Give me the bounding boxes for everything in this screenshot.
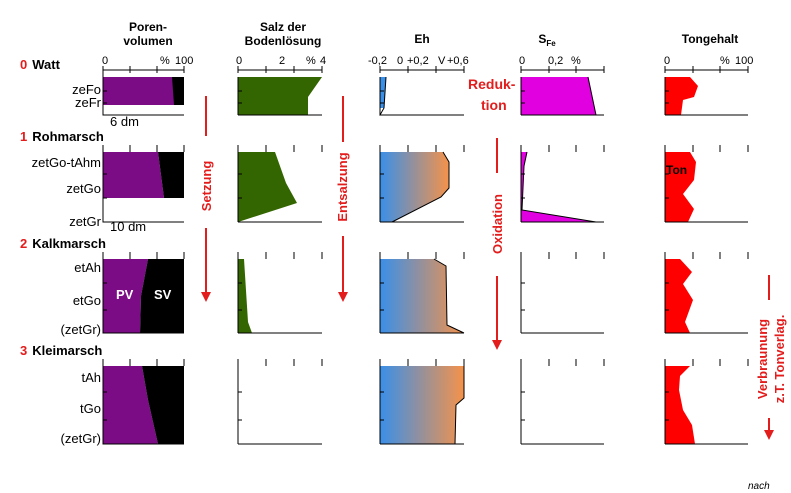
eh-tick-06: +0,6 — [447, 55, 469, 67]
horizon-etgo: etGo — [73, 293, 101, 308]
sfe-title: SFe — [538, 32, 556, 48]
poren-tick-100: 100 — [175, 55, 193, 67]
horizon-tah: tAh — [81, 370, 101, 385]
reduktion-label-line2: tion — [481, 97, 507, 113]
eh-title: Eh — [414, 32, 429, 46]
poren-tick-0: 0 — [102, 55, 108, 67]
horizon-tgo: tGo — [80, 401, 101, 416]
poren-tick-pct: % — [160, 55, 170, 67]
horizon-zetgr: zetGr — [69, 214, 101, 229]
entsalzung-label: Entsalzung — [335, 152, 350, 221]
salz-fill-0 — [238, 77, 322, 115]
verbraunung-arrowhead — [764, 430, 774, 440]
watt-depth: 6 dm — [110, 114, 139, 129]
poren-pv-label: PV — [116, 287, 134, 302]
eh-tick-v: V — [438, 55, 446, 67]
source-note: nach — [748, 481, 770, 492]
oxidation-arrowhead — [492, 340, 502, 350]
eh-line-1 — [391, 151, 450, 223]
poren-pv-fill-1 — [103, 152, 164, 198]
eh-tick-neg02: -0,2 — [368, 55, 387, 67]
entsalzung-arrowhead — [338, 292, 348, 302]
eh-tick-02: +0,2 — [407, 55, 429, 67]
ton-title: Tongehalt — [682, 32, 738, 46]
poren-sv-fill-2 — [140, 259, 184, 333]
sfe-tick-0: 0 — [519, 55, 525, 67]
ton-label: Ton — [666, 163, 687, 177]
stage-0-label: 0 Watt — [20, 57, 61, 72]
stage-1-label: 1 Rohmarsch — [20, 129, 104, 144]
eh-column — [379, 69, 465, 445]
sfe-column — [521, 69, 604, 223]
salz-tick-2: 2 — [279, 55, 285, 67]
eh-line-0 — [379, 76, 464, 116]
ton-fill-2 — [665, 259, 693, 333]
ton-fill-3 — [665, 366, 695, 444]
poren-pv-fill-2 — [103, 259, 148, 333]
salz-fill-2 — [238, 259, 252, 333]
sfe-fill-0 — [521, 77, 596, 115]
poren-sv-label: SV — [154, 287, 172, 302]
horizon-zetgr-3: (zetGr) — [61, 431, 101, 446]
eh-fill-2 — [380, 259, 464, 333]
poren-pv-fill-3 — [103, 366, 158, 444]
ton-fill-0 — [665, 77, 698, 115]
stage-2-label: 2 Kalkmarsch — [20, 236, 106, 251]
poren-title-line2: volumen — [123, 34, 172, 48]
ton-tick-0: 0 — [664, 55, 670, 67]
salz-title-line2: Bodenlösung — [245, 34, 322, 48]
salz-tick-pct: % — [306, 55, 316, 67]
poren-sv-fill-1 — [158, 152, 184, 198]
horizon-etah: etAh — [74, 260, 101, 275]
verbraunung-label-line1: Verbraunung — [755, 319, 770, 399]
reduktion-label-line1: Reduk- — [468, 76, 516, 92]
horizon-zetgo: zetGo — [66, 181, 101, 196]
sfe-fill-1 — [521, 152, 596, 222]
horizon-zefr: zeFr — [75, 95, 102, 110]
poren-pv-fill-0 — [103, 77, 184, 105]
horizon-zetgr-2: (zetGr) — [61, 322, 101, 337]
setzung-label: Setzung — [199, 161, 214, 212]
horizon-zefo: zeFo — [72, 82, 101, 97]
verbraunung-label-line2: z.T. Tonverlag. — [772, 315, 787, 404]
process-arrows: Setzung Entsalzung Reduk- tion Oxidation… — [199, 76, 787, 440]
sfe-tick-pct: % — [571, 55, 581, 67]
salz-column — [238, 69, 322, 333]
oxidation-label: Oxidation — [490, 194, 505, 254]
eh-fill-3 — [380, 366, 464, 444]
poren-title-line1: Poren- — [129, 20, 167, 34]
eh-line-2 — [433, 258, 465, 334]
poren-sv-fill-3 — [142, 366, 184, 444]
poren-sv-fill-0 — [172, 77, 184, 105]
salz-title-line1: Salz der — [260, 20, 306, 34]
setzung-arrowhead — [201, 292, 211, 302]
salz-tick-4: 4 — [320, 55, 326, 67]
rohmarsch-depth: 10 dm — [110, 219, 146, 234]
eh-line-3 — [454, 366, 465, 445]
eh-tick-0: 0 — [397, 55, 403, 67]
salz-fill-1 — [238, 152, 297, 222]
ton-tick-100: 100 — [735, 55, 753, 67]
ton-column: Ton — [665, 69, 748, 444]
ton-tick-pct: % — [720, 55, 730, 67]
salz-tick-0: 0 — [236, 55, 242, 67]
ton-fill-1 — [665, 152, 696, 222]
horizon-zetgo-tahm: zetGo-tAhm — [32, 155, 101, 170]
stage-3-label: 3 Kleimarsch — [20, 343, 102, 358]
eh-fill-1 — [380, 152, 449, 222]
sfe-tick-02: 0,2 — [548, 55, 563, 67]
